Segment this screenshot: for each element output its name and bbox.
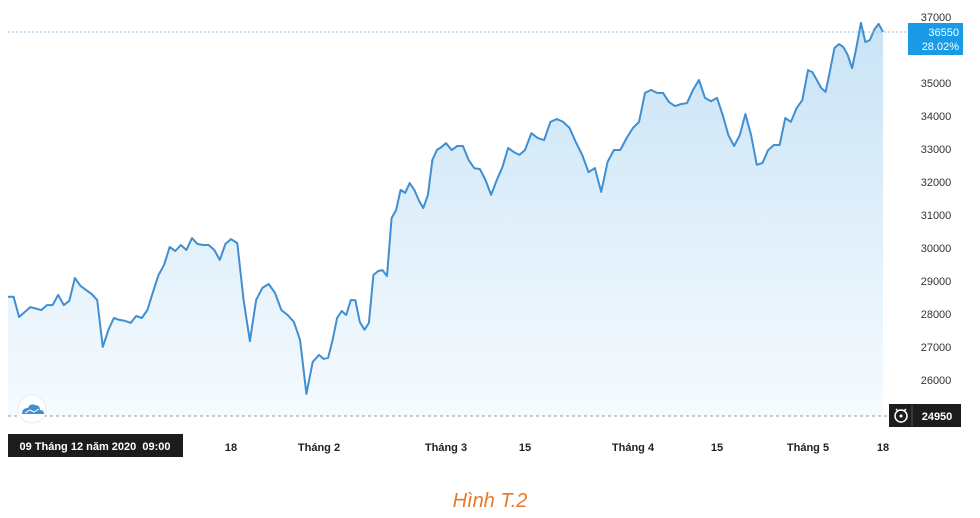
x-tick-label: 15 [519, 442, 531, 454]
y-tick-label: 29000 [921, 276, 952, 288]
last-value-badge: 36550 28.02% [908, 23, 963, 55]
svg-text:09 Tháng 12 năm 2020 09:00: 09 Tháng 12 năm 2020 09:00 [19, 441, 170, 453]
y-tick-label: 30000 [921, 243, 952, 255]
y-tick-label: 35000 [921, 78, 952, 90]
x-tick-label: Tháng 4 [612, 442, 655, 454]
y-tick-label: 27000 [921, 342, 952, 354]
y-tick-label: 26000 [921, 375, 952, 387]
x-tick-label: 15 [711, 442, 723, 454]
y-tick-label: 31000 [921, 210, 952, 222]
y-tick-label: 34000 [921, 111, 952, 123]
y-tick-label: 32000 [921, 177, 952, 189]
crosshair-date-label: 09 Tháng 12 năm 2020 09:00 [8, 434, 183, 457]
last-value-change: 28.02% [922, 41, 960, 53]
x-tick-label: Tháng 3 [425, 442, 467, 454]
y-tick-label: 28000 [921, 309, 952, 321]
x-tick-label: 18 [877, 442, 889, 454]
cloud-logo-icon[interactable] [17, 394, 47, 424]
min-value-badge[interactable]: 24950 [889, 404, 961, 427]
min-value-text: 24950 [922, 411, 953, 423]
price-line [8, 21, 884, 395]
last-value-price: 36550 [928, 27, 959, 39]
x-tick-label: Tháng 5 [787, 442, 829, 454]
alarm-clock-icon[interactable] [894, 408, 908, 423]
figure-caption: Hình T.2 [452, 490, 528, 512]
price-area-fill [8, 22, 883, 417]
x-tick-label: Tháng 2 [298, 442, 340, 454]
x-tick-label: 18 [225, 442, 237, 454]
y-tick-label: 37000 [921, 12, 952, 24]
y-tick-label: 33000 [921, 144, 952, 156]
